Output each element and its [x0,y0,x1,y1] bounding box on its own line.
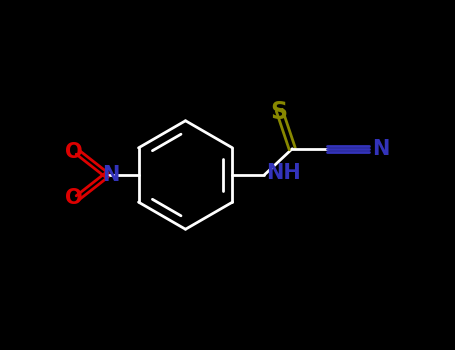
Text: N: N [102,165,120,185]
Text: S: S [271,100,288,124]
Text: NH: NH [266,163,301,183]
Text: O: O [66,142,83,162]
Text: O: O [66,188,83,208]
Text: N: N [372,139,389,159]
